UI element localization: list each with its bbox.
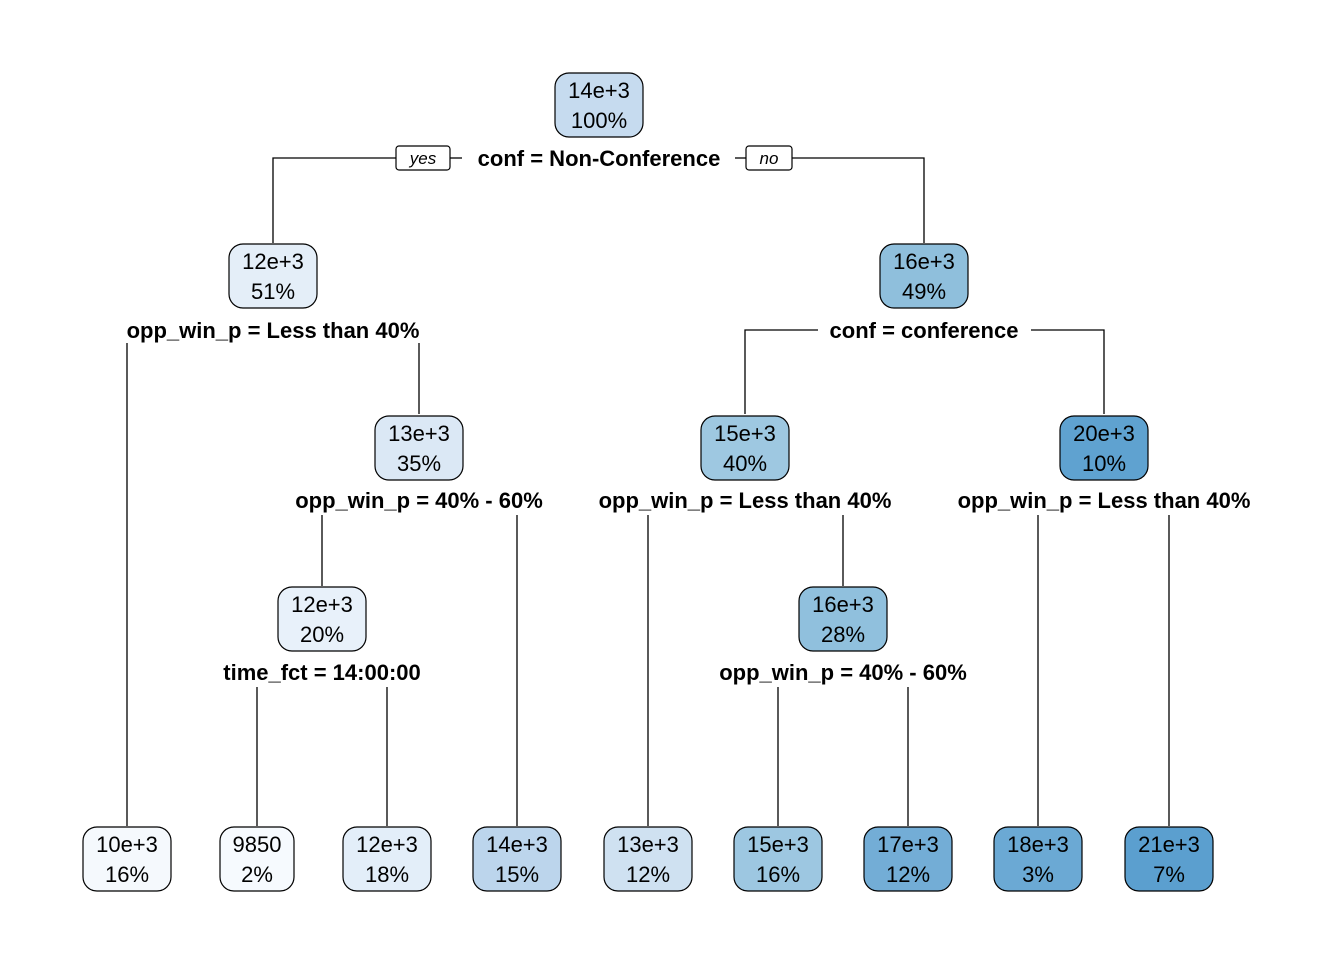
split-rule: opp_win_p = Less than 40% <box>599 488 892 513</box>
node-box <box>374 415 464 481</box>
node-value: 15e+3 <box>714 421 776 446</box>
node-value: 21e+3 <box>1138 832 1200 857</box>
no-label: no <box>760 149 779 168</box>
node-box <box>993 826 1083 892</box>
node-box <box>472 826 562 892</box>
node-value: 14e+3 <box>568 78 630 103</box>
node-value: 10e+3 <box>96 832 158 857</box>
node-box <box>798 586 888 652</box>
node-percent: 51% <box>251 279 295 304</box>
node-percent: 10% <box>1082 451 1126 476</box>
leaf-node-leaf7: 17e+3 12% <box>863 826 953 892</box>
split-node-root: 14e+3 100% conf = Non-Conference <box>478 72 721 171</box>
split-node-n3: 16e+3 49% conf = conference <box>830 243 1019 343</box>
node-percent: 16% <box>105 862 149 887</box>
split-node-n13: 16e+3 28% opp_win_p = 40% - 60% <box>719 586 967 685</box>
yes-tag: yes <box>395 145 451 171</box>
node-percent: 35% <box>397 451 441 476</box>
node-value: 18e+3 <box>1007 832 1069 857</box>
node-value: 13e+3 <box>388 421 450 446</box>
node-percent: 20% <box>300 622 344 647</box>
node-value: 15e+3 <box>747 832 809 857</box>
node-percent: 12% <box>626 862 670 887</box>
split-node-n5: 13e+3 35% opp_win_p = 40% - 60% <box>295 415 543 513</box>
split-rule: time_fct = 14:00:00 <box>223 660 421 685</box>
node-value: 17e+3 <box>877 832 939 857</box>
node-box <box>1059 415 1149 481</box>
node-percent: 7% <box>1153 862 1185 887</box>
node-value: 14e+3 <box>486 832 548 857</box>
node-box <box>342 826 432 892</box>
split-rule: opp_win_p = 40% - 60% <box>295 488 543 513</box>
split-node-n2: 12e+3 51% opp_win_p = Less than 40% <box>127 243 420 343</box>
node-percent: 3% <box>1022 862 1054 887</box>
split-node-n6: 15e+3 40% opp_win_p = Less than 40% <box>599 415 892 513</box>
node-percent: 40% <box>723 451 767 476</box>
node-box <box>603 826 693 892</box>
leaf-node-leaf1: 10e+3 16% <box>82 826 172 892</box>
leaf-node-leaf3: 12e+3 18% <box>342 826 432 892</box>
yes-label: yes <box>409 149 437 168</box>
edge-n3-right <box>1031 329 1105 414</box>
split-rule: conf = conference <box>830 318 1019 343</box>
split-node-n10: 12e+3 20% time_fct = 14:00:00 <box>223 586 421 685</box>
node-percent: 16% <box>756 862 800 887</box>
node-value: 12e+3 <box>291 592 353 617</box>
node-value: 16e+3 <box>812 592 874 617</box>
node-percent: 15% <box>495 862 539 887</box>
edge-root-no <box>792 157 925 243</box>
leaf-node-leaf5: 13e+3 12% <box>603 826 693 892</box>
node-box <box>219 826 295 892</box>
split-rule: opp_win_p = Less than 40% <box>958 488 1251 513</box>
node-percent: 12% <box>886 862 930 887</box>
node-box <box>554 72 644 138</box>
node-percent: 49% <box>902 279 946 304</box>
leaf-node-leaf2: 9850 2% <box>219 826 295 892</box>
node-box <box>700 415 790 481</box>
split-rule: opp_win_p = Less than 40% <box>127 318 420 343</box>
tree-edges <box>126 157 1170 826</box>
edge-n3-left <box>744 329 818 414</box>
tree-nodes: 14e+3 100% conf = Non-Conference 12e+3 51% op… <box>82 72 1251 892</box>
split-node-n7: 20e+3 10% opp_win_p = Less than 40% <box>958 415 1251 513</box>
leaf-node-leaf9: 21e+3 7% <box>1124 826 1214 892</box>
node-box <box>879 243 969 309</box>
leaf-node-leaf4: 14e+3 15% <box>472 826 562 892</box>
node-percent: 18% <box>365 862 409 887</box>
leaf-node-leaf6: 15e+3 16% <box>733 826 823 892</box>
node-value: 16e+3 <box>893 249 955 274</box>
node-percent: 2% <box>241 862 273 887</box>
node-box <box>733 826 823 892</box>
node-value: 12e+3 <box>356 832 418 857</box>
split-rule: opp_win_p = 40% - 60% <box>719 660 967 685</box>
node-box <box>1124 826 1214 892</box>
node-value: 20e+3 <box>1073 421 1135 446</box>
edge-root-yes <box>272 157 396 243</box>
no-tag: no <box>745 145 793 171</box>
node-percent: 100% <box>571 108 627 133</box>
node-percent: 28% <box>821 622 865 647</box>
node-box <box>228 243 318 309</box>
node-value: 9850 <box>233 832 282 857</box>
node-value: 12e+3 <box>242 249 304 274</box>
node-box <box>82 826 172 892</box>
node-box <box>277 586 367 652</box>
split-rule: conf = Non-Conference <box>478 146 721 171</box>
node-box <box>863 826 953 892</box>
node-value: 13e+3 <box>617 832 679 857</box>
leaf-node-leaf8: 18e+3 3% <box>993 826 1083 892</box>
